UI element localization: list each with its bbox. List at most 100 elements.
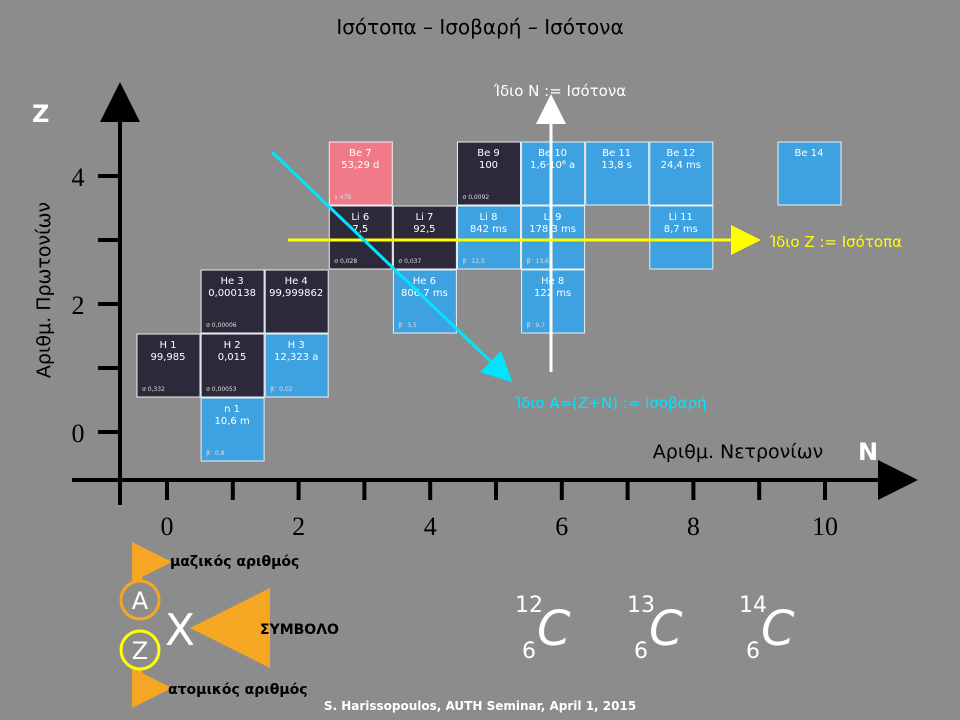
cell-value: 92,5 xyxy=(413,224,435,235)
nuclide-cell: Be 101,6·10⁶ a xyxy=(521,141,586,206)
nuclide-cell: He 30,000138 σ 0,00006 xyxy=(200,269,265,334)
cell-name: Be 12 xyxy=(666,148,695,159)
cell-name: H 1 xyxy=(159,340,176,351)
cell-box xyxy=(392,269,457,334)
cell-value: 8,7 ms xyxy=(664,224,698,235)
cell-value: 0,000138 xyxy=(208,288,256,299)
footer: S. Harissopoulos, AUTH Seminar, April 1,… xyxy=(324,699,636,713)
cell-name: Be 11 xyxy=(602,148,631,159)
cell-name: Be 14 xyxy=(795,148,824,159)
cell-box xyxy=(200,333,265,398)
cell-name: Li 8 xyxy=(480,212,498,223)
nuclide-cell: H 199,985 σ 0,332 xyxy=(136,333,201,398)
cell-note: σ 0,00053 xyxy=(206,386,237,393)
y-ticks: 0 2 4 xyxy=(72,163,120,448)
cell-box xyxy=(264,333,329,398)
cell-value: 806,7 ms xyxy=(401,288,448,299)
cell-note: σ 0,028 xyxy=(334,258,357,265)
cell-value: 24,4 ms xyxy=(661,160,701,171)
nuclide-cell: H 20,015 σ 0,00053 xyxy=(200,333,265,398)
cell-box xyxy=(328,141,393,206)
nuclide-cell: n 110,6 m β⁻ 0,8 xyxy=(200,397,265,462)
cell-note: σ 0,00006 xyxy=(206,322,237,329)
cell-name: Be 10 xyxy=(538,148,567,159)
x-tick-label: 2 xyxy=(292,512,305,541)
cell-box xyxy=(200,269,265,334)
cell-name: He 3 xyxy=(220,276,243,287)
cell-name: Li 9 xyxy=(544,212,562,223)
y-tick-label: 0 xyxy=(72,419,85,448)
y-tick-label: 4 xyxy=(72,163,85,192)
cell-name: H 2 xyxy=(224,340,241,351)
atomic-number: 6 xyxy=(634,639,648,664)
legend-a: A xyxy=(132,587,149,615)
cell-value: 1,6·10⁶ a xyxy=(530,160,575,171)
cell-value: 0,015 xyxy=(218,352,247,363)
cell-note: β⁻ 3,5 xyxy=(398,322,417,329)
annotation: Ίδιο Α=(Ζ+Ν) := Ισοβαρή xyxy=(514,394,707,412)
cell-value: 13,8 s xyxy=(601,160,632,171)
cell-box xyxy=(585,141,650,206)
cell-value: 7,5 xyxy=(352,224,368,235)
element-symbol: C xyxy=(537,601,571,657)
legend-bracket xyxy=(132,542,172,582)
element-symbol: C xyxy=(761,601,795,657)
cell-value: 12,323 a xyxy=(274,352,318,363)
nuclide-cell: Li 792,5 σ 0,037 xyxy=(392,205,457,270)
cell-box xyxy=(649,141,714,206)
cell-box xyxy=(521,205,586,270)
x-tick-label: 6 xyxy=(555,512,568,541)
cell-value: 178,3 ms xyxy=(529,224,576,235)
cell-name: Li 6 xyxy=(351,212,369,223)
cell-name: Li 7 xyxy=(415,212,433,223)
axis-letter: N xyxy=(858,438,878,466)
cell-name: He 4 xyxy=(285,276,308,287)
atomic-number: 6 xyxy=(746,639,760,664)
cell-name: Be 9 xyxy=(477,148,500,159)
x-tick-label: 10 xyxy=(812,512,838,541)
y-tick-label: 2 xyxy=(72,291,85,320)
cell-value: 99,999862 xyxy=(269,288,323,299)
cell-note: β⁻ 0,8 xyxy=(206,450,225,457)
legend-circle xyxy=(119,579,161,621)
x-tick-label: 4 xyxy=(424,512,437,541)
cell-value: 100 xyxy=(479,160,498,171)
y-axis-label: Αριθμ. Πρωτονίων xyxy=(33,202,55,378)
nuclide-cell: Be 14 xyxy=(777,141,842,206)
cell-box xyxy=(777,141,842,206)
cell-name: He 6 xyxy=(413,276,436,287)
nuclide-cell: Be 753,29 d γ 478 xyxy=(328,141,393,206)
x-axis-label: Αριθμ. Νετρονίων xyxy=(653,441,823,463)
cell-box xyxy=(136,333,201,398)
cell-value: 842 ms xyxy=(470,224,507,235)
cell-box xyxy=(457,141,521,206)
x-tick-label: 8 xyxy=(687,512,700,541)
cell-box xyxy=(649,205,714,270)
cell-box xyxy=(392,205,457,270)
mass-number: 13 xyxy=(627,593,655,618)
cell-box xyxy=(457,205,521,270)
cell-name: Be 7 xyxy=(349,148,372,159)
title: Ισότοπα – Ισοβαρή – Ισότονα xyxy=(336,15,623,39)
cell-box xyxy=(521,269,586,334)
cell-name: Li 11 xyxy=(669,212,693,223)
atomic-number: 6 xyxy=(522,639,536,664)
legend-label: ατομικός αριθμός xyxy=(168,682,308,698)
element-symbol: C xyxy=(649,601,683,657)
cell-note: β⁻ 0,02 xyxy=(270,386,292,393)
cell-box xyxy=(200,397,265,462)
cell-note: σ 0,0092 xyxy=(463,194,490,201)
legend-bracket xyxy=(132,668,172,708)
x-ticks: 0 2 4 6 8 10 xyxy=(161,480,838,541)
cell-value: 53,29 d xyxy=(341,160,379,171)
cell-note: σ 0,332 xyxy=(142,386,165,393)
legend-z: Z xyxy=(132,637,148,665)
legend-label: ΣΥΜΒΟΛΟ xyxy=(260,622,339,638)
cell-name: H 3 xyxy=(288,340,305,351)
